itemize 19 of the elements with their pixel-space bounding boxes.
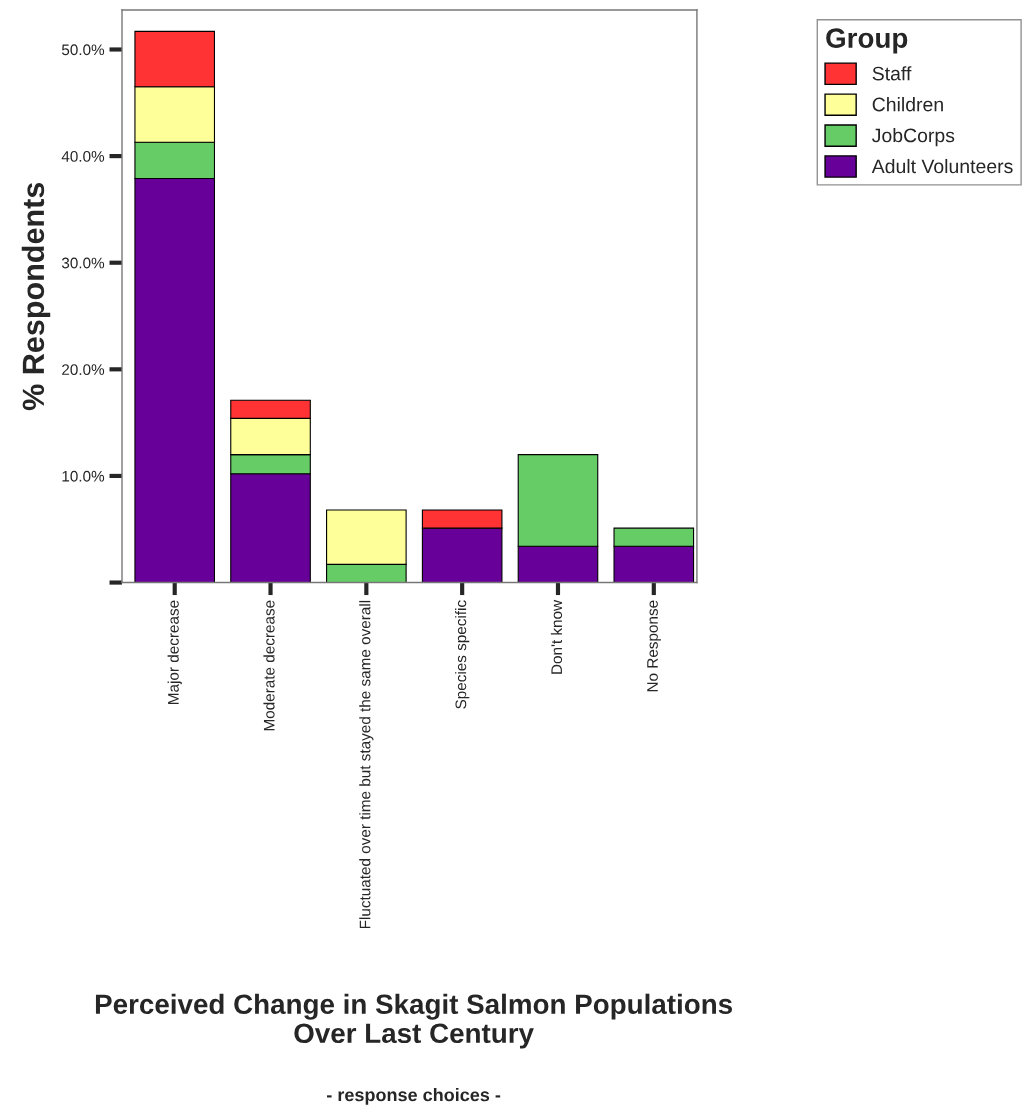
x-tick-label: No Response (647, 600, 661, 692)
x-tick-label: Moderate decrease (263, 600, 275, 731)
legend-label: Children (872, 97, 943, 112)
legend-title: Group (826, 28, 908, 54)
legend-label: Adult Volunteers (871, 158, 1013, 174)
y-tick-label: 10.0% (62, 470, 105, 482)
y-tick-label: 20.0% (62, 364, 105, 376)
x-tick-label: Major decrease (167, 600, 182, 704)
y-tick-label: 50.0% (61, 44, 105, 56)
x-tick-label: Fluctuated over time but stayed the same overall (359, 600, 374, 929)
y-axis-title: % Respondents (21, 182, 51, 411)
legend-label: Staff (872, 66, 912, 81)
x-axis-title: Perceived Change in Skagit Salmon Populations Over Last Century (95, 993, 732, 1049)
text: - response choices - (327, 1088, 501, 1105)
y-tick-label: 40.0% (61, 150, 105, 162)
legend-label: JobCorps (872, 128, 955, 147)
x-tick-label: Don't know (550, 599, 563, 674)
x-tick-label: Species specific (455, 600, 470, 709)
y-tick-label: 30.0% (61, 257, 105, 269)
